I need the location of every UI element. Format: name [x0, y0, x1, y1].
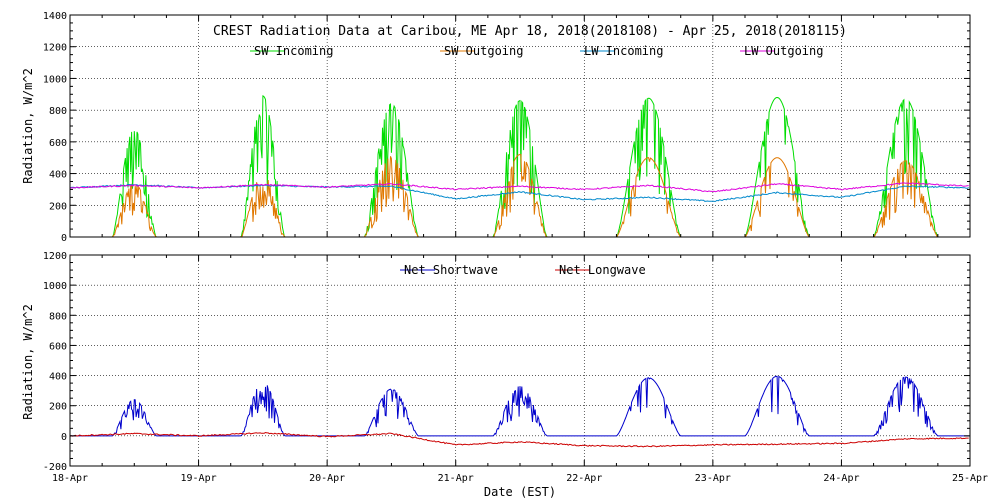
x-tick-label: 22-Apr: [566, 473, 602, 484]
y-tick-label: 600: [49, 341, 67, 352]
x-tick-label: 20-Apr: [309, 473, 345, 484]
top-panel: 0 200 400 600 800 1000 1200 1400 CREST Radiatio…: [21, 11, 971, 244]
y-tick-label: 1400: [43, 11, 67, 22]
y-tick-label: 400: [49, 170, 67, 181]
x-tick-label: 19-Apr: [181, 473, 217, 484]
bottom-x-ticks: [69, 255, 971, 466]
top-legend: SW Incoming SW Outgoing LW Incoming LW Outg…: [250, 44, 823, 58]
y-tick-label: 1000: [43, 281, 67, 292]
y-tick-label: -200: [43, 462, 67, 473]
y-tick-label: 800: [49, 106, 67, 117]
legend-label-net-longwave: Net Longwave: [559, 263, 646, 277]
x-tick-label: 23-Apr: [695, 473, 731, 484]
y-tick-label: 200: [49, 402, 67, 413]
legend-label-net-shortwave: Net Shortwave: [404, 263, 498, 277]
x-axis-label: Date (EST): [484, 485, 556, 499]
legend-label-sw-outgoing: SW Outgoing: [444, 44, 523, 58]
chart-title: CREST Radiation Data at Caribou, ME Apr …: [213, 24, 847, 39]
x-tick-labels: 18-Apr 19-Apr 20-Apr 21-Apr 22-Apr 23-Apr 24-A…: [52, 473, 988, 484]
legend-label-lw-outgoing: LW Outgoing: [744, 44, 823, 58]
legend-label-sw-incoming: SW Incoming: [254, 44, 333, 58]
bottom-y-ticks: -200 0 200 400 600 800 1000 1200: [43, 251, 970, 473]
x-tick-label: 18-Apr: [52, 473, 88, 484]
y-tick-label: 400: [49, 372, 67, 383]
y-tick-label: 1200: [43, 43, 67, 54]
y-tick-label: 600: [49, 138, 67, 149]
bottom-legend: Net Shortwave Net Longwave: [400, 263, 646, 277]
top-y-ticks: 0 200 400 600 800 1000 1200 1400: [43, 11, 970, 244]
x-tick-label: 25-Apr: [952, 473, 988, 484]
top-grid: [70, 15, 970, 237]
y-tick-label: 800: [49, 311, 67, 322]
y-tick-label: 0: [61, 233, 67, 244]
y-tick-label: 1000: [43, 74, 67, 85]
series-line-lw-outgoing: [69, 182, 969, 193]
series-line-net-longwave: [69, 431, 969, 448]
x-tick-label: 24-Apr: [823, 473, 859, 484]
legend-label-lw-incoming: LW Incoming: [584, 44, 663, 58]
y-tick-label: 0: [61, 432, 67, 443]
bottom-y-axis-label: Radiation, W/m^2: [21, 304, 35, 420]
bottom-grid: [70, 255, 970, 466]
bottom-series: [69, 375, 970, 448]
series-line-net-shortwave: [70, 375, 970, 437]
y-tick-label: 1200: [43, 251, 67, 262]
y-tick-label: 200: [49, 201, 67, 212]
x-tick-label: 21-Apr: [438, 473, 474, 484]
top-x-ticks: [69, 15, 971, 237]
top-y-axis-label: Radiation, W/m^2: [21, 68, 35, 184]
